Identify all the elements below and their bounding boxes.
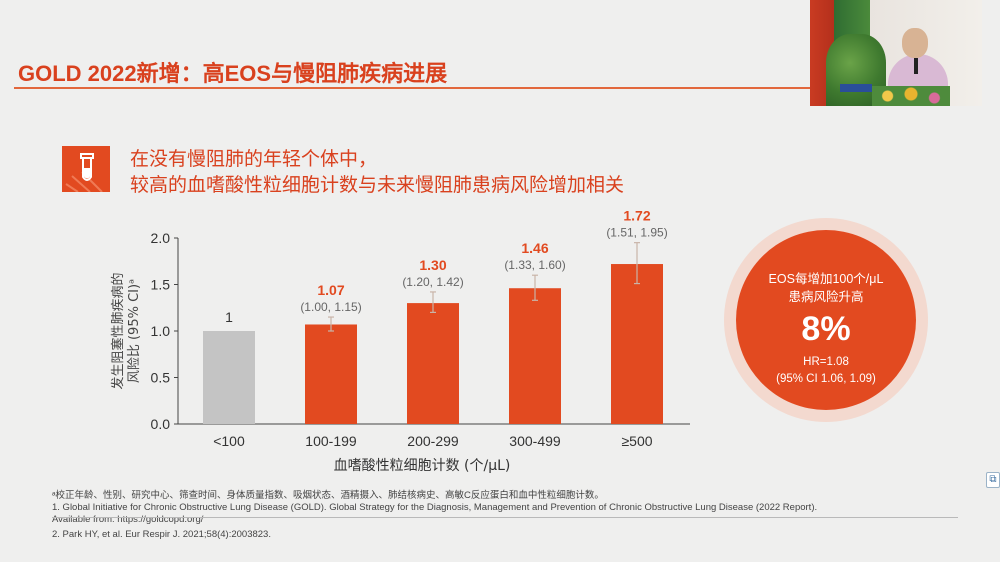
risk-badge-inner: EOS每增加100个/μL 患病风险升高 8% HR=1.08 (95% CI … [736, 230, 916, 410]
bar [611, 264, 663, 424]
badge-percent: 8% [801, 310, 851, 348]
video-flowers [872, 86, 950, 106]
footnote-adjustment: ᵃ校正年龄、性别、研究中心、筛查时间、身体质量指数、吸烟状态、酒精摄入、肺结核病… [52, 490, 604, 501]
bar-value-label: 1.30 [419, 257, 446, 273]
bar-ci-label: (1.20, 1.42) [402, 275, 463, 289]
bar [407, 303, 459, 424]
badge-ci: (95% CI 1.06, 1.09) [776, 373, 876, 385]
x-tick-label: <100 [213, 433, 245, 449]
bar-ci-label: (1.51, 1.95) [606, 226, 667, 240]
bar-ci-label: (1.00, 1.15) [300, 300, 361, 314]
bar-value-label: 1.46 [521, 240, 548, 256]
x-tick-label: ≥500 [621, 433, 652, 449]
slide-title: GOLD 2022新增：高EOS与慢阻肺疾病进展 [18, 61, 448, 86]
x-axis-label: 血嗜酸性粒细胞计数 (个/μL) [334, 458, 511, 474]
y-tick-label: 1.5 [151, 277, 171, 293]
bar-value-label: 1.72 [623, 208, 650, 224]
x-tick-label: 300-499 [509, 433, 561, 449]
slide-subtitle: 在没有慢阻肺的年轻个体中， 较高的血嗜酸性粒细胞计数与未来慢阻肺患病风险增加相关 [130, 146, 624, 198]
bar-ci-label: (1.33, 1.60) [504, 258, 565, 272]
footnote-ref-1: 1. Global Initiative for Chronic Obstruc… [52, 502, 818, 513]
bar [305, 324, 357, 424]
speaker-video[interactable] [810, 0, 982, 106]
subtitle-line-2: 较高的血嗜酸性粒细胞计数与未来慢阻肺患病风险增加相关 [130, 174, 625, 196]
footnote-ref-2: 2. Park HY, et al. Eur Respir J. 2021;58… [52, 529, 271, 540]
video-speaker-head [902, 28, 928, 58]
test-tube-icon [62, 146, 110, 192]
badge-line-2: 患病风险升高 [788, 290, 864, 304]
y-axis-label-line-1: 发生阻塞性肺疾病的 [110, 272, 126, 389]
footnote-ref-1-url[interactable]: Available from: https://goldcopd.org/ [52, 514, 204, 525]
risk-badge: EOS每增加100个/μL 患病风险升高 8% HR=1.08 (95% CI … [724, 218, 928, 422]
badge-hr: HR=1.08 [803, 356, 849, 368]
video-microphone [914, 58, 918, 74]
bar-value-label: 1 [225, 309, 233, 325]
video-sign [840, 84, 872, 92]
badge-line-1: EOS每增加100个/μL [768, 272, 884, 286]
footnotes: ᵃ校正年龄、性别、研究中心、筛查时间、身体质量指数、吸烟状态、酒精摄入、肺结核病… [52, 490, 952, 541]
y-tick-label: 0.5 [151, 370, 171, 386]
bar-value-label: 1.07 [317, 282, 344, 298]
y-axis-label-line-2: 风险比 (95% CI)ᵃ [127, 279, 142, 383]
title-divider [14, 87, 810, 89]
bar [509, 288, 561, 424]
bar [203, 331, 255, 424]
x-tick-label: 200-299 [407, 433, 459, 449]
y-tick-label: 2.0 [151, 230, 171, 246]
x-tick-label: 100-199 [305, 433, 357, 449]
footnote-divider [52, 517, 958, 518]
y-tick-label: 0.0 [151, 416, 171, 432]
y-tick-label: 1.0 [151, 323, 171, 339]
subtitle-line-1: 在没有慢阻肺的年轻个体中， [130, 148, 378, 170]
